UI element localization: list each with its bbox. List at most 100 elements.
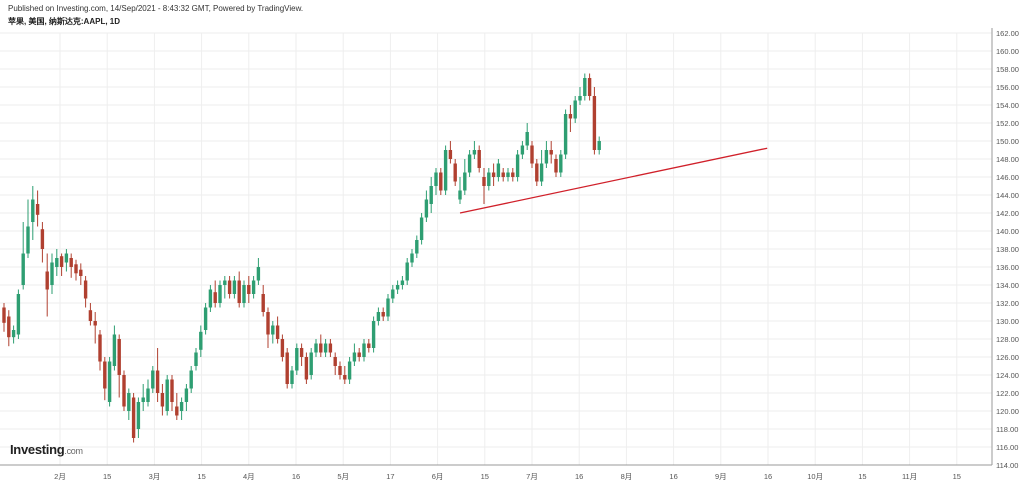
candle [131, 393, 136, 443]
candle [179, 397, 184, 420]
candle-body [559, 154, 563, 173]
candle [107, 357, 112, 407]
candle [453, 159, 457, 186]
candle-body [223, 280, 227, 285]
candle-body [59, 256, 64, 267]
candle-body [583, 78, 587, 96]
candle [496, 159, 501, 182]
candle [367, 339, 371, 353]
candle [98, 330, 102, 371]
candle-body [175, 406, 179, 416]
candle [525, 123, 529, 150]
candle-body [107, 361, 112, 402]
candle [338, 361, 342, 380]
candle [203, 303, 208, 335]
candle [232, 276, 237, 299]
candle-body [31, 199, 35, 222]
candle [55, 249, 59, 276]
candle-body [467, 154, 472, 173]
candle [2, 303, 6, 332]
candle [251, 276, 256, 299]
candle-body [218, 285, 222, 303]
candle-body [304, 357, 309, 380]
x-tick-label: 15 [197, 472, 205, 481]
symbol-title: 苹果, 美国, 纳斯达克:AAPL, 1D [8, 17, 121, 26]
candle [352, 343, 357, 366]
candle-body [549, 150, 553, 155]
candle [472, 141, 477, 159]
candle-body [415, 240, 419, 254]
x-tick-label: 9月 [715, 472, 727, 481]
candle [175, 393, 179, 420]
candle [280, 334, 285, 362]
logo-domain: .com [64, 446, 83, 456]
candle [520, 141, 525, 159]
candle [592, 87, 597, 155]
candle [285, 348, 289, 389]
candle-body [477, 150, 481, 168]
candle [74, 259, 78, 281]
candle [597, 136, 601, 155]
y-tick-label: 118.00 [996, 425, 1018, 434]
candle-body [381, 312, 385, 317]
candle [578, 87, 582, 105]
candle [112, 325, 117, 371]
candle-body [578, 96, 582, 101]
candle [88, 303, 93, 326]
candle-body [347, 361, 352, 380]
candle-body [237, 280, 241, 303]
candle-body [376, 312, 381, 321]
candle-body [242, 285, 246, 303]
candle-body [247, 285, 251, 294]
x-tick-label: 11月 [902, 472, 917, 481]
y-tick-label: 148.00 [996, 155, 1019, 164]
candle-body [194, 352, 198, 366]
published-note: Published on Investing.com, 14/Sep/2021 … [8, 4, 304, 13]
candle [45, 253, 49, 317]
candle [189, 366, 193, 393]
y-tick-label: 142.00 [996, 209, 1019, 218]
candle-body [367, 343, 371, 348]
x-tick-label: 16 [764, 472, 772, 481]
candle-body [328, 343, 333, 353]
candle-body [525, 132, 529, 146]
candle [7, 310, 11, 347]
y-tick-label: 130.00 [996, 317, 1019, 326]
candle [16, 289, 21, 339]
y-tick-label: 154.00 [996, 101, 1019, 110]
candle [477, 145, 481, 173]
grid-lines [0, 32, 992, 466]
candle [539, 150, 544, 186]
candle-body [40, 229, 45, 249]
candle-body [98, 334, 102, 362]
candle-body [429, 186, 433, 204]
x-tick-label: 10月 [807, 472, 823, 481]
candle-body [79, 269, 83, 276]
candle-body [448, 150, 453, 159]
candle-body [587, 78, 592, 96]
candle [237, 271, 241, 308]
candle-body [93, 321, 97, 326]
candle-body [463, 172, 467, 191]
candle-body [563, 114, 568, 155]
candle [117, 334, 121, 398]
candle [11, 325, 16, 344]
candle-body [11, 330, 16, 338]
candle-body [314, 343, 318, 353]
candle [544, 141, 549, 168]
candle [410, 249, 414, 267]
y-tick-label: 144.00 [996, 191, 1019, 200]
candle-body [50, 262, 54, 285]
candle [362, 339, 366, 362]
y-tick-label: 120.00 [996, 407, 1019, 416]
candle [587, 73, 592, 101]
candle-body [443, 150, 448, 191]
candle [35, 190, 40, 227]
candle [223, 276, 227, 299]
candle-body [189, 370, 193, 389]
candle-body [213, 292, 217, 303]
candle-body [127, 393, 131, 411]
y-tick-label: 138.00 [996, 245, 1019, 254]
candle-body [434, 172, 438, 186]
candle-body [55, 258, 59, 267]
